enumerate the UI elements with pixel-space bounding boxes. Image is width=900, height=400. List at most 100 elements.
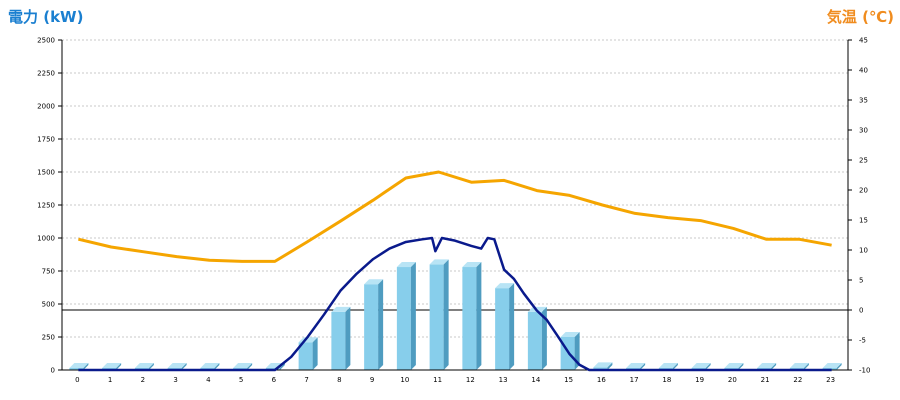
bar-side <box>279 363 285 370</box>
bar-top <box>691 363 711 368</box>
x-tick-label: 11 <box>433 376 442 384</box>
bar-top <box>495 283 515 289</box>
right-tick-label: 20 <box>859 187 868 195</box>
bar-top <box>69 363 89 368</box>
x-tick-label: 16 <box>597 376 606 384</box>
bar <box>527 311 542 370</box>
left-tick-label: 750 <box>42 268 55 276</box>
x-tick-label: 17 <box>630 376 639 384</box>
x-tick-label: 7 <box>304 376 308 384</box>
left-tick-label: 1750 <box>37 136 55 144</box>
x-tick-label: 20 <box>728 376 737 384</box>
bar-side <box>509 283 515 370</box>
bar <box>429 264 444 370</box>
bar-top <box>724 363 744 368</box>
bar-side <box>541 306 547 370</box>
x-tick-label: 23 <box>826 376 835 384</box>
bar-side <box>803 363 809 370</box>
bar-side <box>738 363 744 370</box>
bar-side <box>607 362 613 370</box>
bar-side <box>640 363 646 370</box>
bar-top <box>331 306 351 312</box>
right-tick-label: 45 <box>859 37 868 45</box>
bar-side <box>214 363 220 370</box>
left-axis-title: 電力 (kW) <box>8 8 84 26</box>
x-tick-label: 21 <box>761 376 770 384</box>
left-tick-label: 1500 <box>37 169 55 177</box>
bar-top <box>560 332 580 337</box>
x-tick-label: 0 <box>75 376 79 384</box>
left-tick-label: 1250 <box>37 202 55 210</box>
x-tick-label: 5 <box>239 376 243 384</box>
x-tick-label: 14 <box>531 376 540 384</box>
bar-top <box>462 262 482 268</box>
right-tick-label: 15 <box>859 217 868 225</box>
bar-side <box>836 363 842 370</box>
bar-side <box>410 262 416 370</box>
x-tick-label: 13 <box>499 376 508 384</box>
bar <box>593 367 608 370</box>
bar-side <box>312 337 318 370</box>
bar-top <box>396 262 416 268</box>
bar-top <box>167 363 187 368</box>
right-tick-label: 40 <box>859 67 868 75</box>
right-tick-label: 25 <box>859 157 868 165</box>
right-tick-label: 5 <box>859 277 863 285</box>
bar-side <box>247 363 253 370</box>
bar-top <box>593 362 613 368</box>
bar <box>298 342 313 370</box>
x-tick-label: 22 <box>793 376 802 384</box>
bar-top <box>757 363 777 368</box>
bar-side <box>148 363 154 370</box>
x-tick-label: 18 <box>662 376 671 384</box>
left-tick-label: 2500 <box>37 37 55 45</box>
bar-top <box>233 363 253 368</box>
bar <box>69 368 84 370</box>
bar <box>462 267 477 370</box>
x-tick-label: 9 <box>370 376 374 384</box>
bar-top <box>364 279 384 285</box>
x-tick-label: 12 <box>466 376 475 384</box>
bar-side <box>672 363 678 370</box>
x-tick-label: 2 <box>141 376 145 384</box>
bar <box>396 267 411 370</box>
bar <box>495 288 510 370</box>
x-tick-label: 19 <box>695 376 704 384</box>
bar-side <box>181 363 187 370</box>
left-tick-label: 2250 <box>37 70 55 78</box>
right-tick-label: 10 <box>859 247 868 255</box>
bar-top <box>102 363 122 368</box>
bar-top <box>200 363 220 368</box>
right-tick-label: 30 <box>859 127 868 135</box>
temperature-line <box>78 170 832 263</box>
right-tick-label: -5 <box>859 337 866 345</box>
x-tick-label: 8 <box>337 376 341 384</box>
bar-side <box>345 306 351 370</box>
right-tick-label: 0 <box>859 307 863 315</box>
bar-top <box>429 259 449 265</box>
right-tick-label: 35 <box>859 97 868 105</box>
bar-top <box>658 363 678 368</box>
bar <box>331 311 346 370</box>
bar-side <box>771 363 777 370</box>
bar-side <box>378 279 384 370</box>
left-tick-label: 500 <box>42 301 55 309</box>
left-tick-label: 250 <box>42 334 55 342</box>
left-tick-label: 2000 <box>37 103 55 111</box>
bar-side <box>476 262 482 370</box>
bar-side <box>705 363 711 370</box>
power-line <box>78 236 832 372</box>
x-tick-label: 1 <box>108 376 112 384</box>
bar-side <box>116 363 122 370</box>
right-axis-title: 気温 (℃) <box>826 8 894 26</box>
left-tick-label: 0 <box>51 367 55 375</box>
bar-top <box>822 363 842 368</box>
x-tick-label: 6 <box>272 376 277 384</box>
x-tick-label: 3 <box>173 376 177 384</box>
bar-side <box>83 363 89 370</box>
bar-top <box>134 363 154 368</box>
bar-side <box>443 259 449 370</box>
right-tick-label: -10 <box>859 367 870 375</box>
x-tick-label: 4 <box>206 376 211 384</box>
